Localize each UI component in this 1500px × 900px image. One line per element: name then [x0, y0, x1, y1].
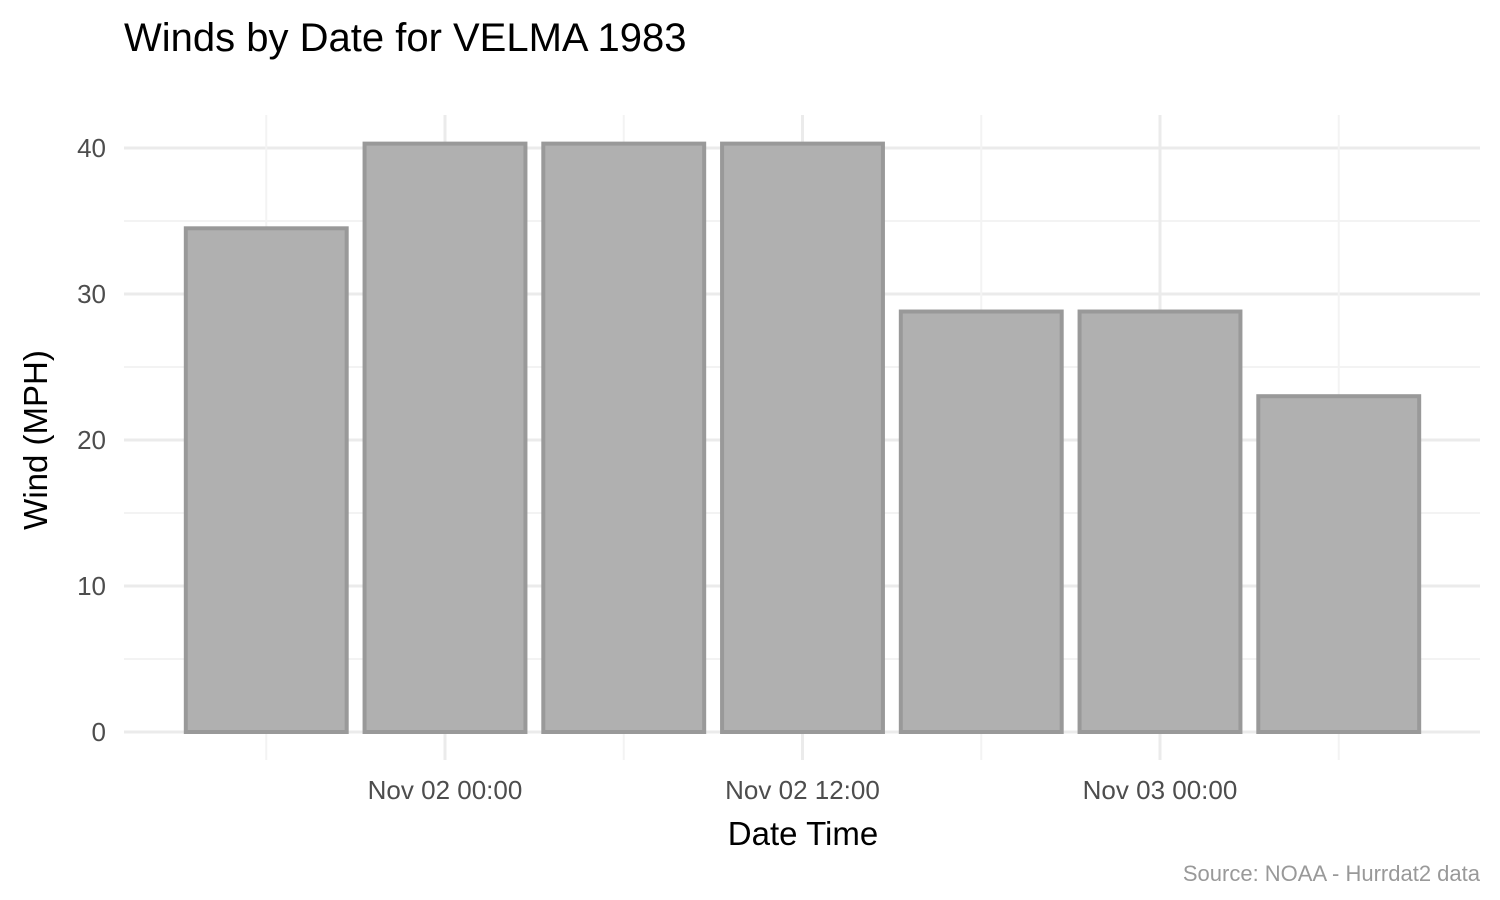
- x-axis-title: Date Time: [728, 815, 878, 852]
- y-tick-label-3: 30: [77, 279, 106, 309]
- bar-3: [720, 141, 885, 734]
- y-tick-label-0: 0: [92, 717, 106, 747]
- y-tick-label-1: 10: [77, 571, 106, 601]
- bar-6: [1256, 394, 1422, 734]
- bars: [183, 141, 1422, 735]
- x-axis-ticks: Nov 02 00:00 Nov 02 12:00 Nov 03 00:00: [368, 775, 1238, 805]
- y-tick-label-4: 40: [77, 133, 106, 163]
- y-axis-ticks: 0 10 20 30 40: [77, 133, 106, 747]
- bar-4: [898, 309, 1064, 734]
- chart-title: Winds by Date for VELMA 1983: [124, 16, 687, 60]
- x-tick-label-1: Nov 02 12:00: [725, 775, 880, 805]
- y-axis-title: Wind (MPH): [17, 350, 54, 530]
- x-tick-label-2: Nov 03 00:00: [1083, 775, 1238, 805]
- y-tick-label-2: 20: [77, 425, 106, 455]
- chart-caption: Source: NOAA - Hurrdat2 data: [1183, 861, 1481, 886]
- bar-2: [541, 141, 707, 734]
- x-tick-label-0: Nov 02 00:00: [368, 775, 523, 805]
- bar-0: [183, 226, 349, 735]
- bar-5: [1077, 309, 1243, 734]
- bar-1: [362, 141, 528, 734]
